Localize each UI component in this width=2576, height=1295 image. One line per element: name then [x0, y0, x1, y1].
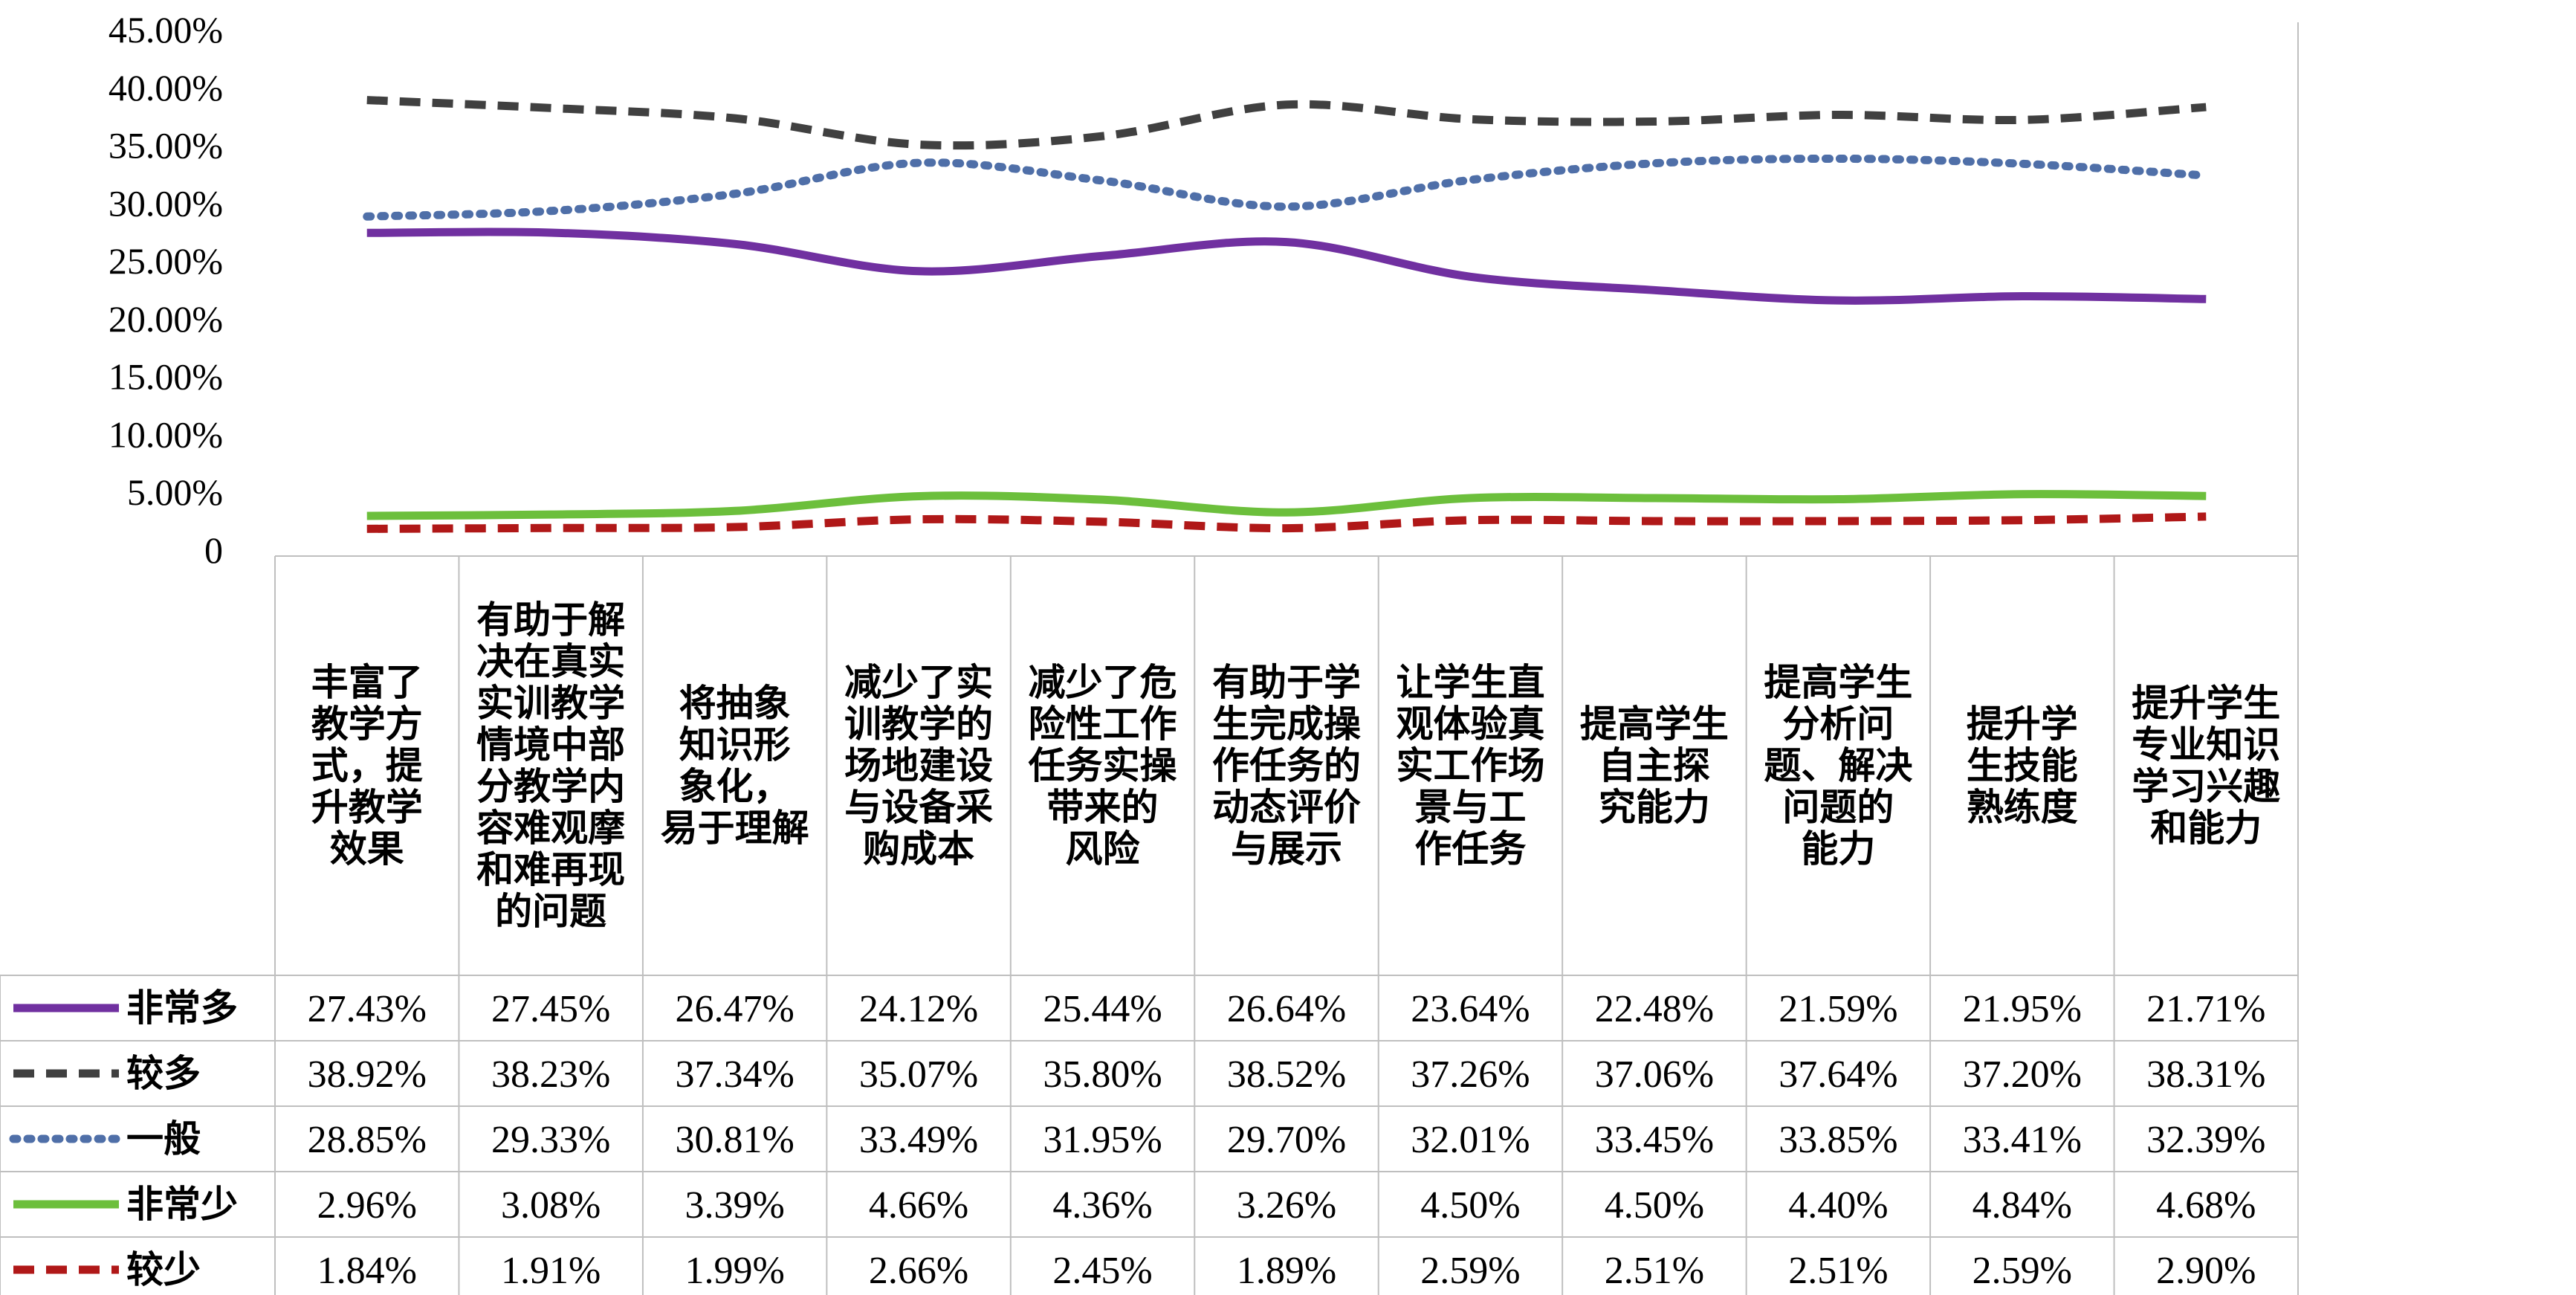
table-cell-value: 3.39% — [685, 1184, 784, 1227]
series-line-4 — [366, 512, 2207, 533]
table-cell-value: 3.08% — [501, 1184, 601, 1227]
table-cell-value: 26.64% — [1227, 988, 1346, 1030]
table-cell-value: 33.49% — [859, 1119, 978, 1161]
table-cell-value: 31.95% — [1043, 1119, 1162, 1161]
table-cell-value: 24.12% — [859, 988, 978, 1030]
y-tick-label: 40.00% — [109, 67, 223, 109]
table-cell-value: 35.80% — [1043, 1053, 1162, 1096]
table-cell-value: 37.64% — [1779, 1053, 1897, 1096]
table-cell-value: 29.70% — [1227, 1119, 1346, 1161]
category-label: 提升学生技能熟练度 — [1967, 703, 2078, 829]
table-cell-value: 28.85% — [308, 1119, 427, 1161]
table-cell-value: 37.06% — [1595, 1053, 1714, 1096]
table-cell-value: 2.66% — [869, 1250, 968, 1292]
table-cell-value: 35.07% — [859, 1053, 978, 1096]
table-cell-value: 33.45% — [1595, 1119, 1714, 1161]
table-cell-value: 30.81% — [675, 1119, 794, 1161]
table-cell-value: 29.33% — [491, 1119, 610, 1161]
table-cell-value: 38.52% — [1227, 1053, 1346, 1096]
table-cell-value: 4.66% — [869, 1184, 968, 1227]
table-cell-value: 1.89% — [1237, 1250, 1336, 1292]
y-tick-label: 45.00% — [109, 9, 223, 51]
table-cell-value: 2.90% — [2156, 1250, 2256, 1292]
category-label: 将抽象知识形象化，易于理解 — [661, 682, 809, 850]
series-line-3 — [366, 490, 2207, 520]
table-cell-value: 4.68% — [2156, 1184, 2256, 1227]
y-tick-label: 15.00% — [109, 356, 223, 398]
legend-label: 非常多 — [126, 986, 238, 1030]
table-cell-value: 2.59% — [1973, 1250, 2072, 1292]
table-cell-value: 37.26% — [1411, 1053, 1530, 1096]
table-cell-value: 25.44% — [1043, 988, 1162, 1030]
y-tick-label: 10.00% — [109, 413, 223, 455]
series-line-1 — [366, 96, 2207, 150]
data-table: 非常多 27.43% 27.45% 26.47% 24.12% 25.44% 26.64% 2… — [9, 986, 2265, 1292]
table-cell-value: 4.50% — [1605, 1184, 1704, 1227]
table-cell-value: 4.50% — [1420, 1184, 1520, 1227]
table-cell-value: 27.43% — [308, 988, 427, 1030]
table-cell-value: 21.95% — [1963, 988, 2082, 1030]
series-line-2 — [363, 154, 2210, 221]
category-label: 让学生直观体验真实工作场景与工作任务 — [1396, 661, 1544, 871]
table-cell-value: 1.84% — [317, 1250, 417, 1292]
table-cell-value: 1.91% — [501, 1250, 601, 1292]
table-cell-value: 32.39% — [2146, 1119, 2265, 1161]
table-cell-value: 21.71% — [2146, 988, 2265, 1030]
category-label: 有助于解决在真实实训教学情境中部分教学内容难观摩和难再现的问题 — [476, 598, 625, 933]
legend-label: 较少 — [126, 1248, 201, 1291]
category-label: 丰富了教学方式，提升教学效果 — [311, 661, 423, 871]
y-tick-label: 30.00% — [109, 182, 223, 224]
table-cell-value: 32.01% — [1411, 1119, 1530, 1161]
legend-label: 非常少 — [126, 1183, 238, 1226]
table-cell-value: 33.85% — [1779, 1119, 1897, 1161]
table-cell-value: 33.41% — [1963, 1119, 2082, 1161]
table-cell-value: 21.59% — [1779, 988, 1897, 1030]
table-cell-value: 2.59% — [1420, 1250, 1520, 1292]
y-tick-label: 0 — [204, 529, 223, 571]
y-axis-ticks: 0 5.00% 10.00% 15.00% 20.00% 25.00% 30.00% 35.0… — [109, 9, 223, 571]
category-label: 提高学生分析问题、解决问题的能力 — [1764, 661, 1912, 871]
series-lines — [363, 96, 2210, 533]
table-cell-value: 4.84% — [1973, 1184, 2072, 1227]
legend-label: 较多 — [126, 1052, 201, 1095]
table-cell-value: 38.31% — [2146, 1053, 2265, 1096]
table-cell-value: 22.48% — [1595, 988, 1714, 1030]
table-cell-value: 26.47% — [675, 988, 794, 1030]
y-tick-label: 35.00% — [109, 125, 223, 167]
series-line-0 — [366, 227, 2207, 305]
table-cell-value: 38.23% — [491, 1053, 610, 1096]
category-label: 减少了危险性工作任务实操带来的风险 — [1029, 661, 1177, 871]
y-tick-label: 5.00% — [127, 471, 223, 513]
y-tick-label: 25.00% — [109, 240, 223, 282]
table-cell-value: 4.40% — [1788, 1184, 1888, 1227]
table-cell-value: 37.20% — [1963, 1053, 2082, 1096]
y-tick-label: 20.00% — [109, 298, 223, 340]
category-label: 提高学生自主探究能力 — [1580, 703, 1729, 829]
table-cell-value: 4.36% — [1052, 1184, 1152, 1227]
category-label: 减少了实训教学的场地建设与设备采购成本 — [844, 661, 993, 871]
table-grid — [0, 22, 2299, 1295]
table-cell-value: 23.64% — [1411, 988, 1530, 1030]
category-labels: 丰富了教学方式，提升教学效果有助于解决在真实实训教学情境中部分教学内容难观摩和难… — [311, 598, 2281, 933]
category-label: 提升学生专业知识学习兴趣和能力 — [2132, 682, 2280, 850]
category-label: 有助于学生完成操作任务的动态评价与展示 — [1212, 661, 1361, 871]
table-cell-value: 1.99% — [685, 1250, 784, 1292]
table-cell-value: 2.51% — [1605, 1250, 1704, 1292]
table-cell-value: 2.51% — [1788, 1250, 1888, 1292]
table-cell-value: 27.45% — [491, 988, 610, 1030]
table-cell-value: 38.92% — [308, 1053, 427, 1096]
table-cell-value: 3.26% — [1237, 1184, 1336, 1227]
table-cell-value: 37.34% — [675, 1053, 794, 1096]
table-cell-value: 2.96% — [317, 1184, 417, 1227]
table-cell-value: 2.45% — [1052, 1250, 1152, 1292]
legend-label: 一般 — [126, 1117, 201, 1160]
